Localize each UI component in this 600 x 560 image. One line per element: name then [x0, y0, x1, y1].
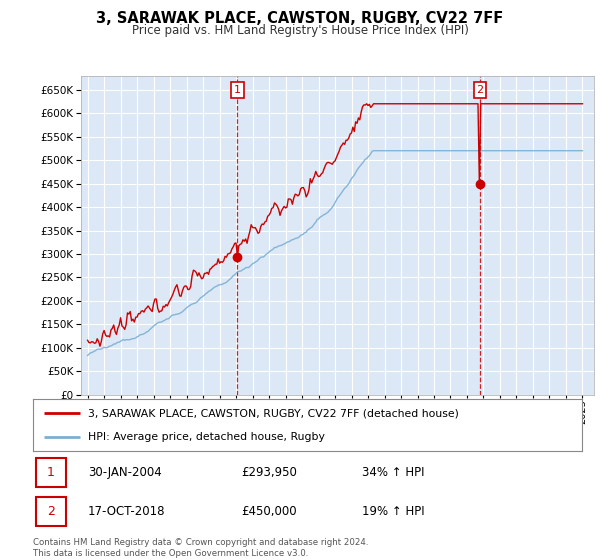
Text: £293,950: £293,950 [242, 466, 298, 479]
Text: 17-OCT-2018: 17-OCT-2018 [88, 505, 166, 519]
Text: 1: 1 [47, 466, 55, 479]
FancyBboxPatch shape [36, 497, 66, 526]
Text: 34% ↑ HPI: 34% ↑ HPI [362, 466, 425, 479]
Text: 2: 2 [476, 85, 484, 95]
Text: HPI: Average price, detached house, Rugby: HPI: Average price, detached house, Rugb… [88, 432, 325, 442]
Text: 3, SARAWAK PLACE, CAWSTON, RUGBY, CV22 7FF: 3, SARAWAK PLACE, CAWSTON, RUGBY, CV22 7… [97, 11, 503, 26]
Text: 3, SARAWAK PLACE, CAWSTON, RUGBY, CV22 7FF (detached house): 3, SARAWAK PLACE, CAWSTON, RUGBY, CV22 7… [88, 408, 459, 418]
Text: Contains HM Land Registry data © Crown copyright and database right 2024.
This d: Contains HM Land Registry data © Crown c… [33, 538, 368, 558]
Text: £450,000: £450,000 [242, 505, 297, 519]
Text: 2: 2 [47, 505, 55, 519]
Text: 30-JAN-2004: 30-JAN-2004 [88, 466, 161, 479]
Text: 1: 1 [234, 85, 241, 95]
Text: Price paid vs. HM Land Registry's House Price Index (HPI): Price paid vs. HM Land Registry's House … [131, 24, 469, 36]
Text: 19% ↑ HPI: 19% ↑ HPI [362, 505, 425, 519]
FancyBboxPatch shape [36, 458, 66, 487]
